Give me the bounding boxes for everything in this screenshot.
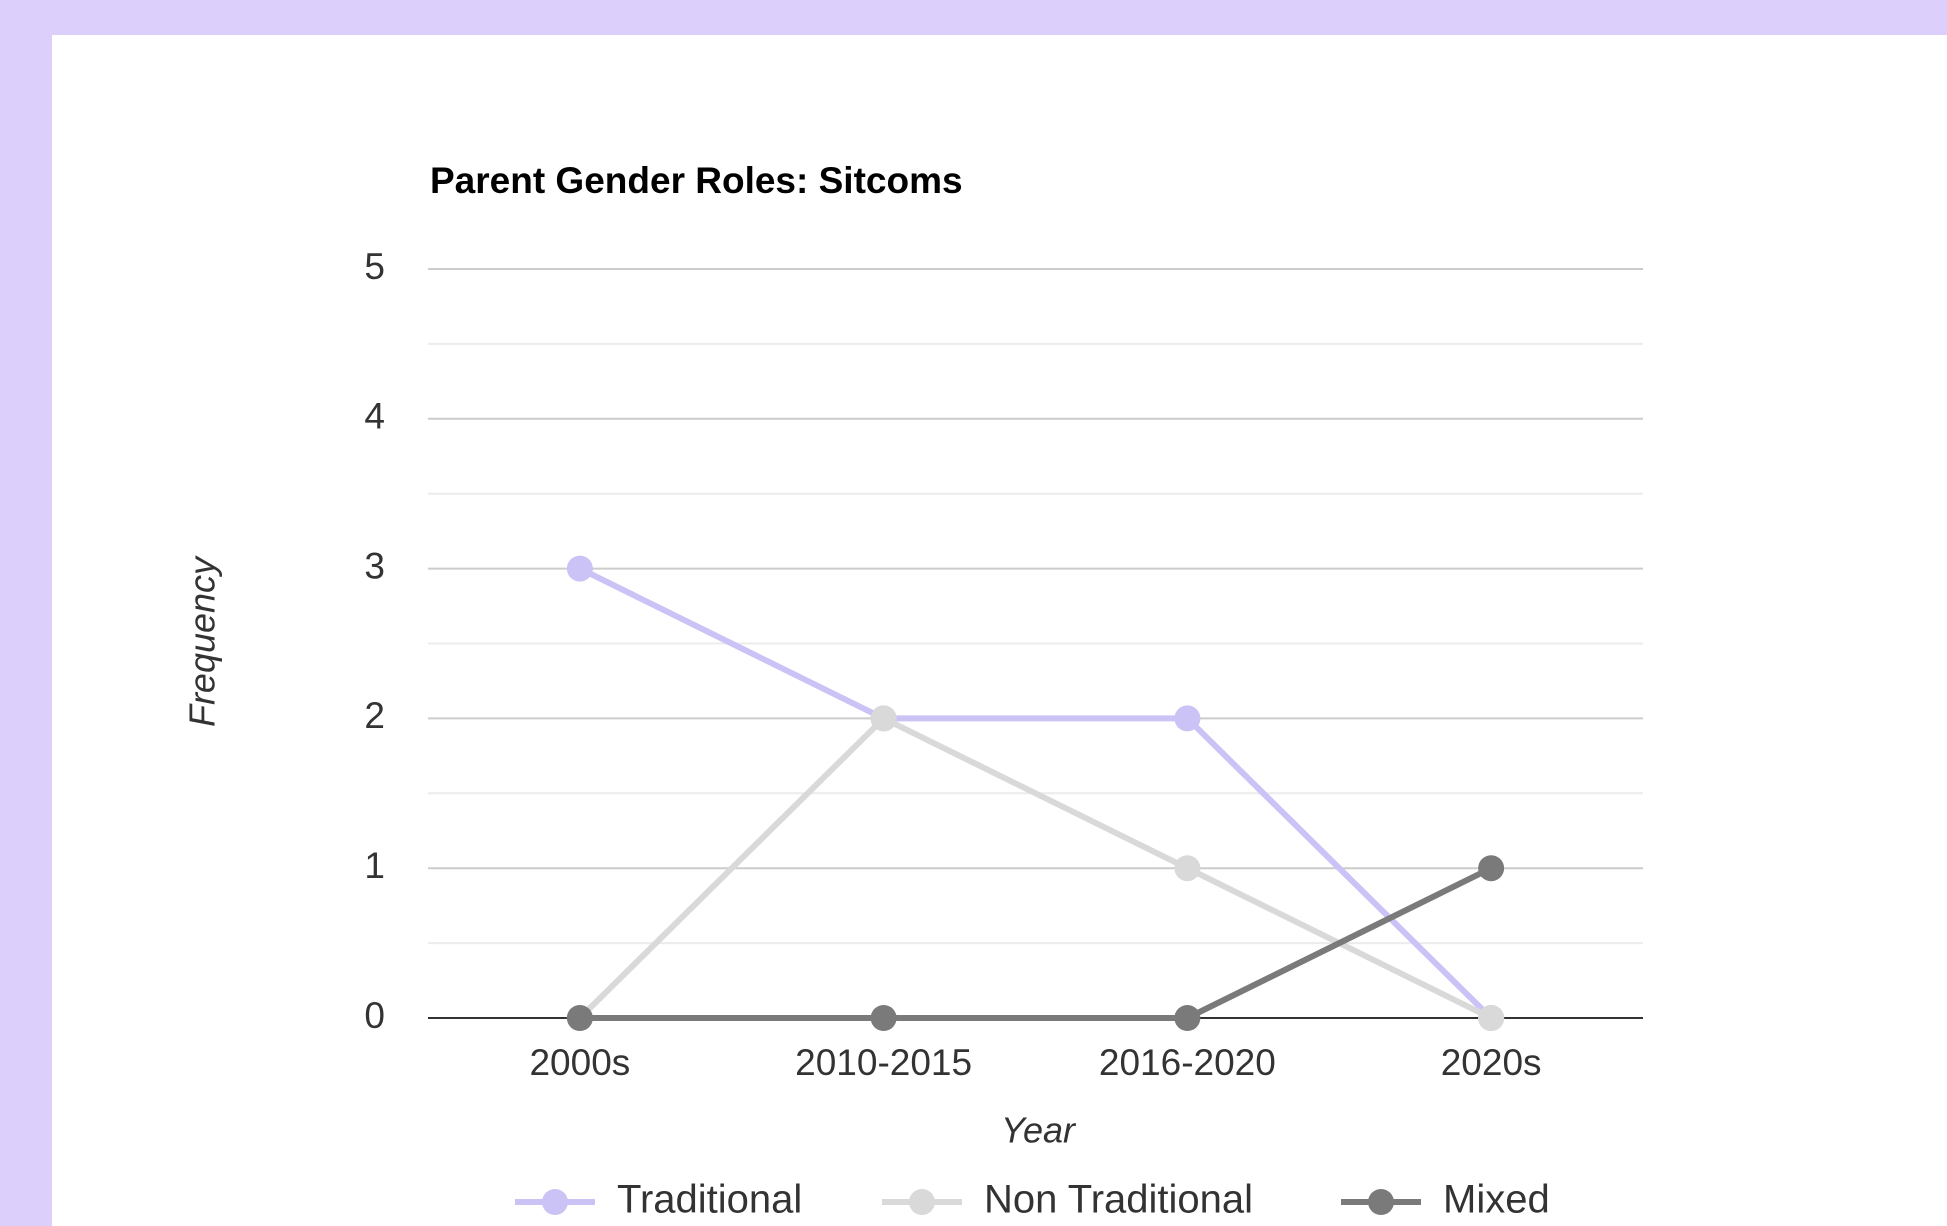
- panel: [52, 35, 1947, 1226]
- data-point: [1174, 705, 1201, 732]
- x-tick-label: 2000s: [529, 1042, 630, 1083]
- data-point: [1174, 1005, 1201, 1031]
- x-tick-label: 2016-2020: [1099, 1042, 1276, 1083]
- data-point: [870, 705, 897, 732]
- x-tick-label: 2010-2015: [795, 1042, 972, 1083]
- chart-title: Parent Gender Roles: Sitcoms: [430, 160, 963, 201]
- data-point: [1174, 855, 1201, 882]
- legend-label: Mixed: [1443, 1178, 1550, 1222]
- data-point: [566, 555, 593, 582]
- y-tick-label: 3: [364, 545, 385, 586]
- legend-swatch-dot: [909, 1189, 935, 1215]
- data-point: [1478, 1005, 1505, 1031]
- y-tick-label: 4: [364, 396, 385, 437]
- y-tick-label: 1: [364, 845, 385, 886]
- y-tick-label: 0: [364, 995, 385, 1036]
- legend-label: Non Traditional: [984, 1178, 1253, 1222]
- x-axis-title: Year: [1001, 1110, 1077, 1151]
- y-tick-label: 2: [364, 695, 385, 736]
- x-tick-label: 2020s: [1441, 1042, 1542, 1083]
- data-point: [870, 1005, 897, 1031]
- y-axis-title: Frequency: [182, 555, 223, 727]
- series-line: [578, 565, 1494, 1021]
- legend-label: Traditional: [617, 1178, 802, 1222]
- legend-swatch-dot: [1368, 1189, 1394, 1215]
- data-point: [1478, 855, 1505, 882]
- y-tick-label: 5: [364, 246, 385, 287]
- data-point: [566, 1005, 593, 1031]
- legend-swatch-dot: [542, 1189, 568, 1215]
- series-line: [579, 865, 1493, 1021]
